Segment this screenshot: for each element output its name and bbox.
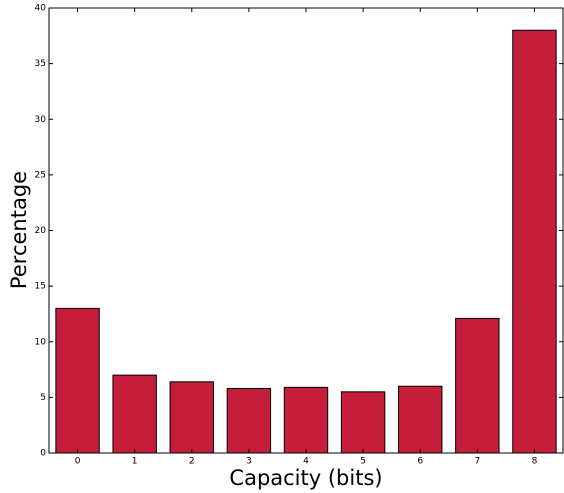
x-tick-label: 2 (189, 457, 195, 467)
bar (398, 385, 443, 454)
x-tick-label: 1 (132, 457, 138, 467)
bar (340, 391, 386, 454)
y-tick-label: 40 (35, 4, 47, 14)
bar (226, 387, 272, 454)
x-tick-label: 5 (360, 457, 366, 467)
y-tick-label: 5 (40, 393, 46, 403)
y-tick-label: 30 (35, 115, 47, 125)
y-tick-label: 10 (35, 337, 47, 347)
bar (112, 374, 157, 454)
x-axis-label: Capacity (bits) (229, 466, 382, 490)
bar (455, 317, 500, 454)
bar (55, 307, 100, 454)
bar (169, 381, 214, 454)
bar (283, 386, 329, 454)
bar (512, 29, 557, 454)
x-tick-label: 7 (474, 457, 480, 467)
y-tick-label: 35 (35, 59, 46, 69)
x-tick-label: 4 (303, 457, 309, 467)
y-tick-label: 25 (35, 170, 46, 180)
plot-frame (48, 7, 564, 454)
y-axis-label: Percentage (7, 171, 31, 289)
y-tick-label: 15 (35, 282, 46, 292)
y-tick-label: 20 (35, 226, 47, 236)
y-tick-label: 0 (40, 449, 46, 459)
x-tick-label: 3 (246, 457, 252, 467)
x-tick-label: 6 (417, 457, 423, 467)
x-tick-label: 8 (532, 457, 538, 467)
x-tick-label: 0 (75, 457, 81, 467)
